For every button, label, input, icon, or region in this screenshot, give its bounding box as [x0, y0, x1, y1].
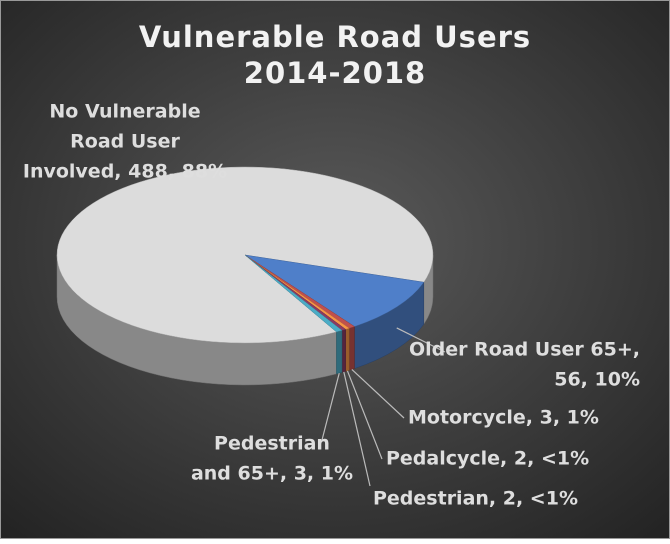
data-label: and 65+, 3, 1%	[191, 463, 353, 485]
data-label: Motorcycle, 3, 1%	[408, 407, 599, 429]
data-label: Road User	[70, 131, 180, 153]
slice-side	[341, 328, 346, 373]
data-label: Older Road User 65+,	[409, 339, 640, 361]
slice	[244, 254, 425, 327]
data-label: No Vulnerable	[49, 101, 200, 123]
title-line: Vulnerable Road Users	[139, 20, 531, 54]
leader-line	[346, 370, 383, 460]
chart-title: Vulnerable Road Users 2014-2018	[139, 20, 531, 90]
leader-line	[396, 327, 446, 353]
slice-side	[345, 327, 350, 372]
slice-side	[336, 330, 343, 375]
data-label: Pedestrian, 2, <1%	[373, 488, 578, 510]
data-label: Pedalcycle, 2, <1%	[386, 448, 589, 470]
slice	[244, 254, 343, 333]
leader-line	[351, 368, 405, 419]
title-line: 2014-2018	[244, 56, 426, 90]
data-label: Pedestrian	[214, 433, 330, 455]
pie-tops	[56, 166, 434, 344]
data-label: Involved, 488, 88%	[23, 161, 227, 183]
leader-line	[343, 371, 371, 487]
data-label: 56, 10%	[554, 369, 640, 391]
data-labels: No Vulnerable Road User Involved, 488, 88%…	[23, 101, 640, 510]
slice-side	[348, 326, 355, 371]
leader-line	[321, 372, 340, 441]
